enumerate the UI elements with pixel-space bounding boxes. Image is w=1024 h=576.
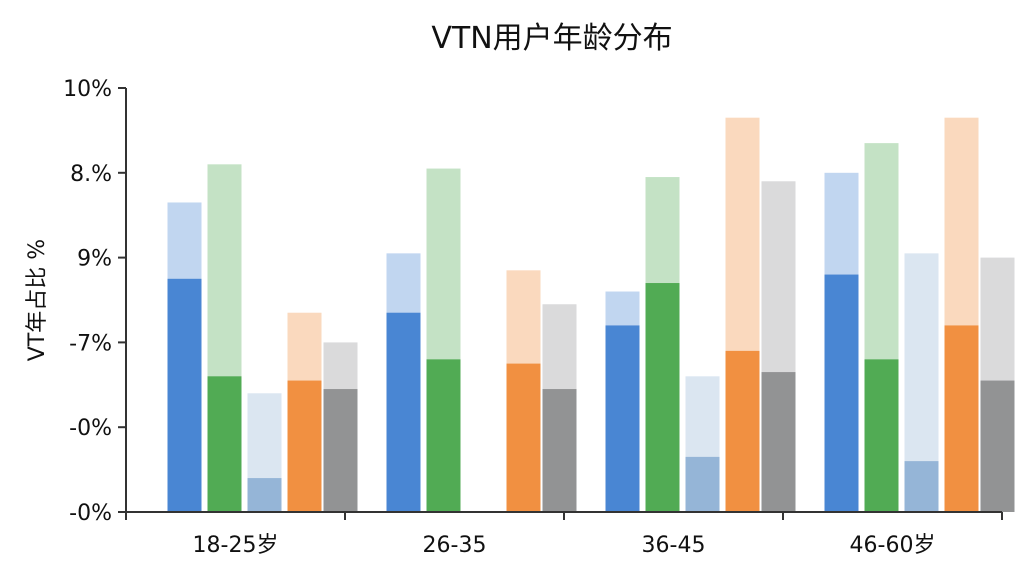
y-ticks-group: -0% -0% -7% 9% 8.% 10% — [63, 77, 126, 526]
bar — [167, 278, 202, 512]
bar — [685, 456, 720, 512]
bar — [725, 350, 760, 512]
bar — [605, 325, 640, 512]
y-tick-label: -7% — [69, 331, 112, 356]
y-tick-label: 10% — [63, 77, 112, 102]
bar — [864, 359, 899, 512]
bars-group — [167, 117, 1015, 513]
bar — [386, 312, 421, 512]
y-tick-label: -0% — [69, 501, 112, 526]
bar — [287, 380, 322, 512]
x-ticks-group: 18-25岁 26-35 36-45 46-60岁 — [125, 512, 1003, 558]
y-axis-label: VT年占比 % — [25, 239, 50, 361]
x-tick-label: 26-35 — [423, 533, 487, 558]
bar — [542, 389, 577, 512]
bar — [323, 389, 358, 512]
bar — [426, 359, 461, 512]
chart-title: VTN用户年龄分布 — [431, 21, 672, 56]
bar — [645, 283, 680, 512]
x-tick-label: 46-60岁 — [850, 533, 936, 558]
bar — [761, 372, 796, 512]
x-tick-label: 18-25岁 — [193, 533, 279, 558]
bar — [980, 380, 1015, 512]
bar — [904, 461, 939, 512]
y-tick-label: 8.% — [70, 162, 112, 187]
bar — [247, 478, 282, 512]
bar — [944, 325, 979, 512]
bar — [824, 274, 859, 512]
y-tick-label: -0% — [69, 416, 112, 441]
y-tick-label: 9% — [77, 247, 112, 272]
bar — [506, 363, 541, 512]
bar — [207, 376, 242, 512]
x-tick-label: 36-45 — [642, 533, 706, 558]
